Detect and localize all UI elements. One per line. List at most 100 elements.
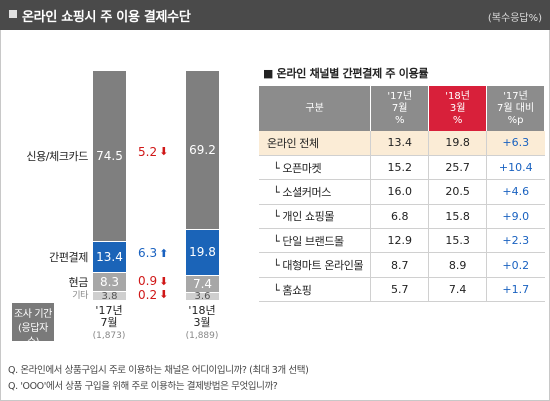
response-note: (복수응답%) [487, 13, 542, 24]
page-title: 온라인 쇼핑시 주 이용 결제수단 [22, 10, 191, 25]
x-n-2018: (1,889) [185, 331, 219, 341]
row-label-text: 오픈마켓 [282, 161, 322, 175]
change-indicator-card: 5.2 ⬇ [138, 145, 168, 159]
table-title-text: 온라인 채널별 간편결제 주 이용률 [276, 67, 429, 80]
arrow-down-icon: ⬇ [159, 288, 169, 302]
col-header-year: '17년 [503, 90, 528, 102]
change-indicator-easypay: 6.3 ⬆ [138, 246, 168, 260]
x-label-2017: '17년 7월 [94, 305, 124, 329]
cell-2017: 13.4 [370, 131, 430, 156]
row-label: └ 단일 브랜드몰 [259, 228, 372, 254]
row-label: └ 소셜커머스 [259, 179, 372, 205]
cell-2017: 6.8 [370, 204, 430, 230]
sub-marker-icon: └ [273, 234, 280, 248]
cell-diff: +0.2 [486, 252, 545, 278]
arrow-down-icon: ⬇ [159, 274, 169, 288]
bar-value-label: 19.8 [189, 245, 216, 260]
cell-diff: +9.0 [486, 204, 545, 230]
x-label-month: 7월 [100, 316, 118, 329]
series-label-cash: 현금 [68, 275, 89, 289]
row-label: └ 개인 쇼핑몰 [259, 204, 372, 230]
bar-value-label: 69.2 [189, 143, 216, 158]
cell-diff: +6.3 [486, 131, 545, 156]
change-value: 6.3 [138, 246, 158, 261]
arrow-down-icon: ⬇ [159, 145, 169, 159]
row-label: └ 오픈마켓 [259, 155, 372, 181]
cell-2017: 15.2 [370, 155, 430, 181]
cell-diff: +10.4 [486, 155, 545, 181]
cell-2018: 15.8 [428, 204, 488, 230]
question-2: Q. 'OOO'에서 상품 구입을 위해 주로 이용하는 결제방법은 무엇입니까… [8, 381, 278, 392]
change-value: 0.9 [138, 274, 158, 289]
table-row: └ 소셜커머스 16.0 20.5 +4.6 [259, 179, 545, 205]
sub-marker-icon: └ [273, 283, 280, 297]
col-header-month: 7월 대비 [496, 102, 535, 114]
cell-2018: 20.5 [428, 179, 488, 205]
col-header-2018: '18년 3월 % [428, 86, 488, 131]
bar-cash-2017: 8.3 [93, 272, 126, 292]
col-header-unit: % [452, 114, 463, 126]
row-label-text: 대형마트 온라인몰 [282, 259, 364, 273]
bar-card-2017: 74.5 [93, 70, 126, 242]
row-label-text: 소셜커머스 [282, 185, 331, 199]
row-label-text: 개인 쇼핑몰 [282, 210, 335, 224]
table-header-row: 구분 '17년 7월 % '18년 3월 % '17년 7월 대비 %p [259, 86, 545, 131]
col-header-unit: %p [507, 114, 524, 126]
row-label: 온라인 전체 [259, 131, 372, 156]
col-header-unit: % [394, 114, 405, 126]
cell-2017: 12.9 [370, 228, 430, 254]
sub-marker-icon: └ [273, 259, 280, 273]
col-header-2017: '17년 7월 % [370, 86, 430, 131]
bar-value-label: 3.6 [194, 290, 211, 302]
cell-2018: 15.3 [428, 228, 488, 254]
sub-marker-icon: └ [273, 185, 280, 199]
bar-cash-2018: 7.4 [186, 274, 219, 292]
table-row: └ 단일 브랜드몰 12.9 15.3 +2.3 [259, 228, 545, 254]
table-row: └ 홈쇼핑 5.7 7.4 +1.7 [259, 277, 545, 303]
series-label-card: 신용/체크카드 [26, 149, 88, 163]
bar-value-label: 8.3 [99, 275, 120, 290]
survey-period-box: 조사 기간 (응답자수) [12, 303, 54, 348]
x-n-2017: (1,873) [92, 331, 126, 341]
bar-other-2018: 3.6 [186, 290, 219, 302]
cell-2018: 7.4 [428, 277, 488, 303]
bar-card-2018: 69.2 [186, 70, 219, 230]
x-label-year: '18년 [188, 304, 216, 317]
cell-diff: +2.3 [486, 228, 545, 254]
table-row: └ 대형마트 온라인몰 8.7 8.9 +0.2 [259, 252, 545, 278]
col-header-month: 7월 [391, 102, 408, 114]
title-bar: 온라인 쇼핑시 주 이용 결제수단 (복수응답%) [0, 0, 550, 30]
cell-diff: +1.7 [486, 277, 545, 303]
col-header-diff: '17년 7월 대비 %p [486, 86, 545, 131]
easy-pay-table: 구분 '17년 7월 % '18년 3월 % '17년 7월 대비 %p 온라인… [259, 86, 545, 303]
row-label-text: 홈쇼핑 [282, 283, 312, 297]
cell-2018: 8.9 [428, 252, 488, 278]
row-label: └ 대형마트 온라인몰 [259, 252, 372, 278]
x-label-year: '17년 [95, 304, 123, 317]
cell-2018: 25.7 [428, 155, 488, 181]
cell-2017: 16.0 [370, 179, 430, 205]
bar-value-label: 3.8 [101, 290, 118, 302]
x-label-month: 3월 [193, 316, 211, 329]
change-indicator-cash: 0.9 ⬇ [138, 274, 168, 288]
col-header-year: '18년 [445, 90, 470, 102]
change-value: 0.2 [138, 287, 158, 302]
arrow-up-icon: ⬆ [159, 246, 169, 260]
bar-value-label: 13.4 [96, 250, 123, 265]
bar-value-label: 74.5 [96, 149, 123, 164]
title-square-icon [9, 10, 17, 18]
sub-marker-icon: └ [273, 210, 280, 224]
table-row: └ 개인 쇼핑몰 6.8 15.8 +9.0 [259, 204, 545, 230]
change-indicator-other: 0.2 ⬇ [138, 288, 168, 302]
col-header-year: '17년 [387, 90, 413, 102]
respondents-label: (응답자수) [18, 323, 48, 348]
cell-diff: +4.6 [486, 179, 545, 205]
bar-easypay-2018: 19.8 [186, 229, 219, 275]
cell-2017: 8.7 [370, 252, 430, 278]
row-label: └ 홈쇼핑 [259, 277, 372, 303]
series-label-easypay: 간편결제 [49, 250, 88, 264]
bar-easypay-2017: 13.4 [93, 241, 126, 273]
col-header-category: 구분 [259, 86, 372, 131]
col-header-month: 3월 [449, 102, 466, 114]
table-row-total: 온라인 전체 13.4 19.8 +6.3 [259, 131, 545, 156]
